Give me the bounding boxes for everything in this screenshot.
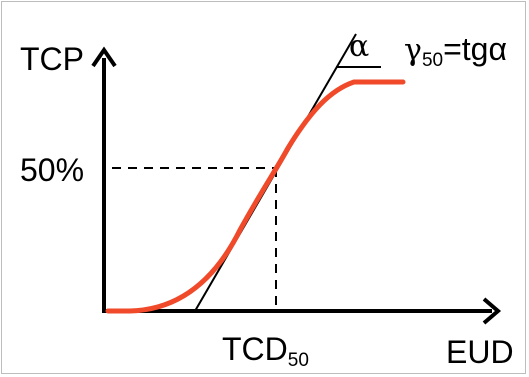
x-axis-label: EUD [446, 334, 514, 370]
dose-label-subscript: 50 [288, 350, 309, 371]
dose-label: TCD50 [222, 331, 309, 371]
slope-formula: γ50=tgα [404, 31, 507, 71]
level-label: 50% [20, 152, 84, 188]
formula-gamma: γ [404, 33, 422, 68]
y-axis-label: TCP [20, 41, 84, 77]
angle-label: α [349, 29, 369, 64]
dose-label-main: TCD [222, 331, 288, 367]
y-axis-arrowhead [91, 46, 117, 68]
x-axis-arrowhead [482, 297, 502, 325]
dose-response-curve [105, 79, 406, 314]
formula-gamma-subscript: 50 [422, 50, 443, 71]
formula-rest: =tgα [443, 31, 507, 67]
